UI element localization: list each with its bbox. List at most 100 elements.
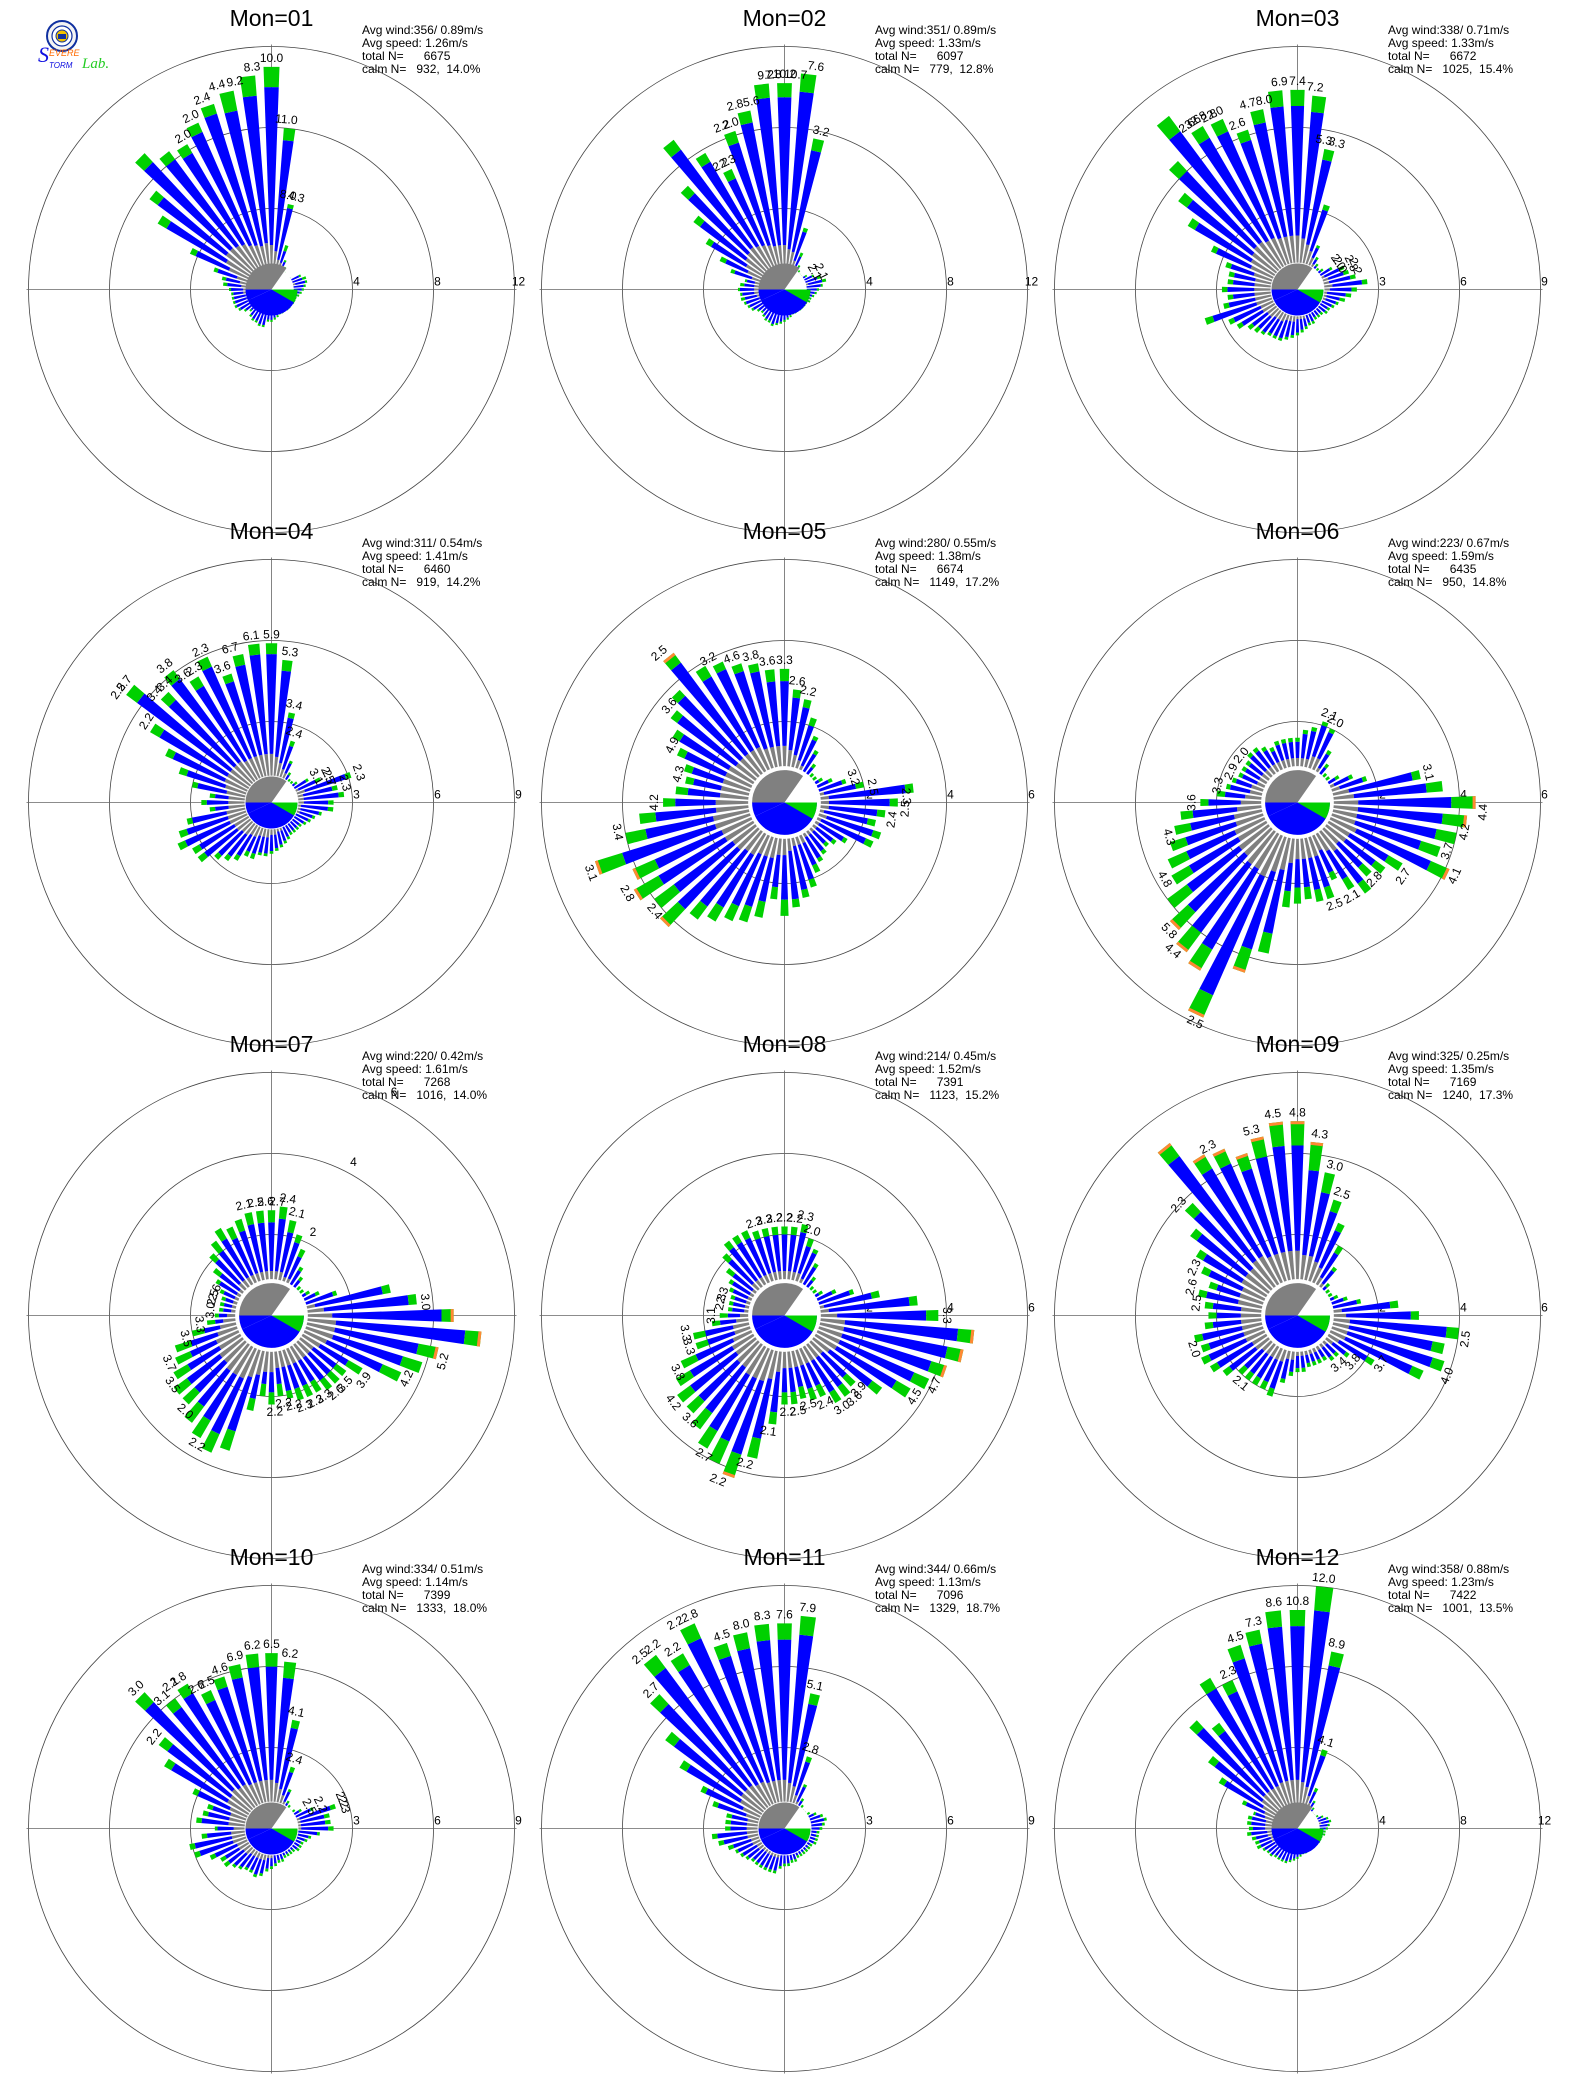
bar-segment-high <box>1293 887 1302 904</box>
bar-segment-high <box>173 1364 192 1380</box>
stat-calm-n: calm N= 1240, 17.3% <box>1388 1088 1514 1102</box>
bar-segment-mid <box>1216 1312 1241 1319</box>
bar-segment-mid <box>184 820 231 847</box>
bar-segment-mid <box>225 277 241 284</box>
bar-segment-mid <box>690 1351 739 1392</box>
bar-segment-high <box>728 1279 735 1286</box>
bar-segment-mid <box>136 693 233 772</box>
bar-segment-high <box>298 1276 304 1282</box>
bar-segment-high <box>798 1385 807 1400</box>
bar-segment-top <box>1310 1141 1324 1147</box>
bar-segment-mid <box>190 1332 219 1347</box>
bar-segment-mid <box>287 1848 291 1853</box>
bar-segment-mid <box>792 1231 807 1273</box>
bar-segment-high <box>764 317 768 322</box>
bar-segment-mid <box>1244 1348 1265 1369</box>
bar-segment-high <box>816 275 822 280</box>
bar-segment-mid <box>1233 272 1256 282</box>
bar-value-label: 7.8 <box>765 67 783 82</box>
bar-segment-mid <box>298 1830 318 1836</box>
inner-pie-blue <box>752 1315 785 1330</box>
bar-segment-high <box>809 1843 813 1847</box>
bar-segment-mid <box>1270 106 1294 237</box>
inner-pie-blue <box>1265 1315 1298 1330</box>
bar-segment-mid <box>202 666 252 760</box>
bar-segment-mid <box>1323 268 1340 278</box>
bar-segment-mid <box>734 1296 747 1304</box>
wind-rose-plot: 2462.12.03.14.44.23.74.12.72.82.12.52.02… <box>1052 557 1548 1048</box>
stat-total-n: total N= 7422 <box>1388 1588 1477 1602</box>
stat-avg-speed: Avg speed: 1.61m/s <box>362 1062 468 1076</box>
bar-segment-high <box>754 900 766 918</box>
bar-segment-high <box>1339 297 1346 303</box>
ring-label: 6 <box>1541 1301 1548 1315</box>
bar-segment-high <box>1321 1172 1336 1195</box>
bar-segment-mid <box>295 1839 302 1844</box>
bar-value-label: 4.3 <box>286 188 306 206</box>
bar-segment-mid <box>787 91 814 250</box>
bar-segment-mid <box>1272 1145 1293 1252</box>
bar-segment-mid <box>1328 275 1351 284</box>
bar-segment-mid <box>1349 1319 1447 1338</box>
bar-segment-mid <box>274 1677 294 1784</box>
bar-segment-mid <box>802 1846 807 1851</box>
bar-segment-high <box>286 1853 290 1857</box>
bar-segment-mid <box>242 95 268 244</box>
bar-segment-mid <box>1206 1688 1275 1790</box>
bar-segment-mid <box>1275 1846 1284 1857</box>
bar-segment-mid <box>211 1376 244 1435</box>
bar-segment-mid <box>187 1345 222 1371</box>
bar-segment-top <box>957 1349 964 1363</box>
bar-segment-high <box>269 851 274 854</box>
bar-segment-high <box>289 1766 296 1774</box>
bar-value-label: 4.8 <box>1289 1105 1306 1119</box>
bar-value-label: 4.1 <box>1316 1732 1337 1751</box>
bar-value-label: 2.0 <box>802 1221 823 1240</box>
bar-value-label: 4.3 <box>1160 827 1178 847</box>
bar-segment-high <box>1345 293 1352 298</box>
bar-value-label: 3.6 <box>758 653 777 669</box>
bar-segment-high <box>745 1855 750 1861</box>
bar-value-label: 2.5 <box>318 764 338 785</box>
bar-segment-high <box>1195 1249 1208 1261</box>
bar-segment-top <box>1176 941 1189 953</box>
bar-segment-mid <box>300 804 329 811</box>
bar-segment-high <box>329 1803 336 1811</box>
bar-segment-high <box>789 314 792 318</box>
bar-value-label: 2.0 <box>180 106 201 126</box>
ring-label: 4 <box>1379 1814 1386 1828</box>
bar-segment-high <box>746 1436 761 1459</box>
bar-segment-mid <box>1257 315 1272 330</box>
bar-segment-mid <box>255 311 262 322</box>
bar-segment-mid <box>750 671 774 748</box>
bar-segment-high <box>731 663 744 675</box>
bar-segment-mid <box>1327 271 1344 280</box>
bar-segment-high <box>191 1415 211 1439</box>
wind-rose-panel: 4 8 12 10.2 10.7 7.6 3.2 2.1 2.1 9.2 7.8 5.6 2.8 2.0 2… <box>527 6 1042 539</box>
bar-segment-high <box>811 138 825 153</box>
bar-segment-high <box>287 1220 297 1234</box>
bar-value-label: 2.2 <box>311 1794 331 1815</box>
bar-segment-mid <box>732 1838 752 1849</box>
ring-label: 4 <box>353 275 360 289</box>
bar-segment-high <box>197 656 212 672</box>
bar-segment-high <box>221 1296 227 1302</box>
bar-segment-mid <box>197 783 228 794</box>
bar-segment-high <box>126 684 145 703</box>
bar-segment-mid <box>1337 1339 1368 1362</box>
bar-segment-mid <box>773 1857 779 1871</box>
bar-segment-high <box>302 821 307 826</box>
panel-title: Mon=05 <box>742 518 827 544</box>
bar-segment-high <box>1284 336 1289 340</box>
bar-segment-high <box>283 259 287 263</box>
bar-segment-mid <box>730 1820 748 1826</box>
bar-segment-high <box>1194 1333 1204 1343</box>
bar-segment-high <box>808 1693 820 1706</box>
bar-segment-mid <box>788 1367 796 1393</box>
bar-segment-mid <box>728 142 771 247</box>
bar-segment-mid <box>1309 1353 1316 1362</box>
bar-segment-high <box>817 1290 824 1296</box>
bar-segment-high <box>441 1308 454 1323</box>
bar-segment-mid <box>297 779 317 791</box>
